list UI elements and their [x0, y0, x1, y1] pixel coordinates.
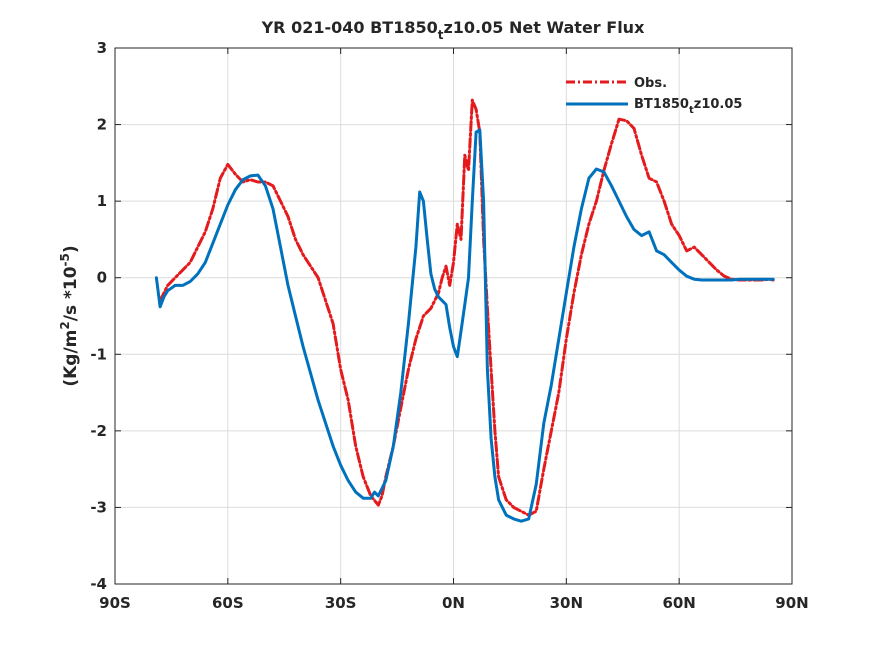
y-tick-label: 3 — [97, 39, 107, 57]
x-tick-label: 60N — [662, 594, 695, 612]
x-tick-label: 90S — [99, 594, 131, 612]
ylabel-sup2: -5 — [58, 253, 72, 266]
x-axis-ticks: 90S 60S 30S 0N 30N 60N 90N — [99, 48, 809, 612]
chart-title: YR 021-040 BT1850tz10.05 Net Water Flux — [261, 18, 645, 42]
ylabel-post: ) — [61, 245, 81, 253]
title-main: YR 021-040 BT1850 — [261, 18, 438, 37]
legend-model-name: BT1850 — [634, 97, 689, 112]
y-tick-label: -4 — [90, 575, 107, 593]
y-tick-label: -1 — [90, 345, 107, 363]
ylabel-pre: (Kg/m — [61, 330, 81, 387]
series-line-model — [154, 128, 775, 523]
y-tick-label: -2 — [90, 422, 107, 440]
title-subscript: t — [438, 28, 444, 42]
x-tick-label: 0N — [442, 594, 465, 612]
y-axis-label: (Kg/m2/s *10-5) — [58, 245, 81, 386]
ylabel-mid: /s *10 — [61, 266, 81, 321]
legend-model-sub: t — [689, 105, 694, 116]
y-tick-label: 2 — [97, 116, 107, 134]
y-tick-label: -3 — [90, 498, 107, 516]
legend-model-rest: z10.05 — [694, 97, 743, 112]
x-tick-label: 30S — [325, 594, 357, 612]
series-line-obs — [158, 98, 775, 517]
y-tick-label: 1 — [97, 192, 107, 210]
y-axis-ticks: -4 -3 -2 -1 0 1 2 3 — [90, 39, 792, 593]
ylabel-sup1: 2 — [58, 321, 72, 329]
series-layer — [154, 98, 775, 523]
legend-label-obs: Obs. — [634, 76, 667, 91]
y-tick-label: 0 — [97, 269, 107, 287]
x-tick-label: 30N — [550, 594, 583, 612]
title-rest: z10.05 Net Water Flux — [443, 18, 645, 37]
x-tick-label: 60S — [212, 594, 244, 612]
x-tick-label: 90N — [775, 594, 808, 612]
legend: Obs. BT1850tz10.05 — [566, 76, 742, 116]
legend-label-model: BT1850tz10.05 — [634, 97, 742, 116]
grid-lines — [115, 48, 792, 584]
